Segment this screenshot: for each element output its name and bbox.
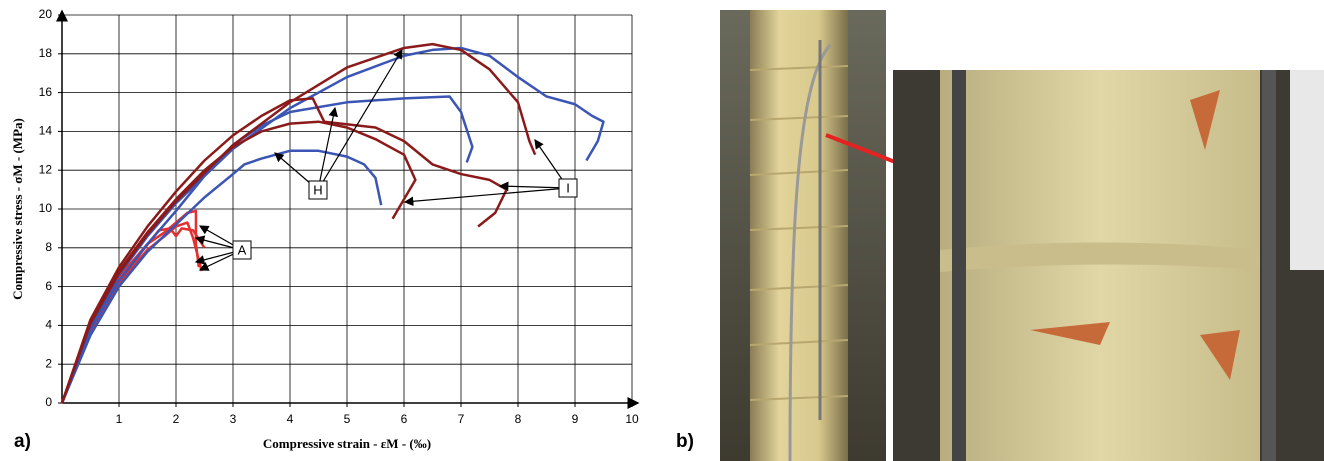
data-line — [60, 46, 605, 404]
y-tick-label: 0 — [45, 395, 52, 409]
data-line — [60, 97, 508, 404]
x-tick-label: 9 — [572, 412, 579, 426]
panel-label: b) — [676, 431, 694, 452]
y-tick-label: 8 — [45, 240, 52, 254]
x-tick-label: 7 — [458, 412, 465, 426]
annotation-arrow — [317, 106, 338, 191]
y-tick-label: 18 — [39, 46, 53, 60]
y-tick-label: 6 — [45, 279, 52, 293]
photo-detail — [893, 70, 1324, 461]
y-tick-label: 20 — [39, 7, 53, 21]
x-tick-label: 1 — [116, 412, 123, 426]
data-line — [60, 149, 383, 404]
data-line — [60, 227, 206, 404]
panel-label: a) — [14, 431, 31, 452]
photo-column — [720, 10, 1009, 461]
y-axis-title: Compressive stress - σM - (MPa) — [10, 118, 25, 300]
y-tick-label: 12 — [39, 162, 53, 176]
annotation-arrow — [498, 181, 569, 192]
x-tick-label: 3 — [230, 412, 237, 426]
data-line — [60, 209, 201, 404]
annotation-box — [308, 180, 328, 200]
x-tick-label: 4 — [287, 412, 294, 426]
x-tick-label: 8 — [515, 412, 522, 426]
annotation-arrow — [403, 187, 569, 207]
annotation-arrow — [317, 48, 403, 191]
annotation-label: I — [566, 180, 570, 195]
y-tick-label: 14 — [39, 124, 53, 138]
data-line — [60, 95, 474, 404]
annotation-label: H — [313, 182, 322, 197]
x-tick-label: 5 — [344, 412, 351, 426]
y-tick-label: 16 — [39, 85, 53, 99]
y-tick-label: 10 — [39, 201, 53, 215]
data-line — [60, 42, 537, 404]
annotation-box — [558, 178, 578, 198]
annotation-box — [232, 240, 252, 260]
y-tick-label: 2 — [45, 356, 52, 370]
y-tick-label: 4 — [45, 318, 52, 332]
x-tick-label: 2 — [173, 412, 180, 426]
x-axis-title: Compressive strain - εM - (‰) — [263, 436, 431, 451]
x-tick-label: 6 — [401, 412, 408, 426]
x-tick-label: 10 — [625, 412, 639, 426]
annotation-label: A — [238, 242, 247, 257]
